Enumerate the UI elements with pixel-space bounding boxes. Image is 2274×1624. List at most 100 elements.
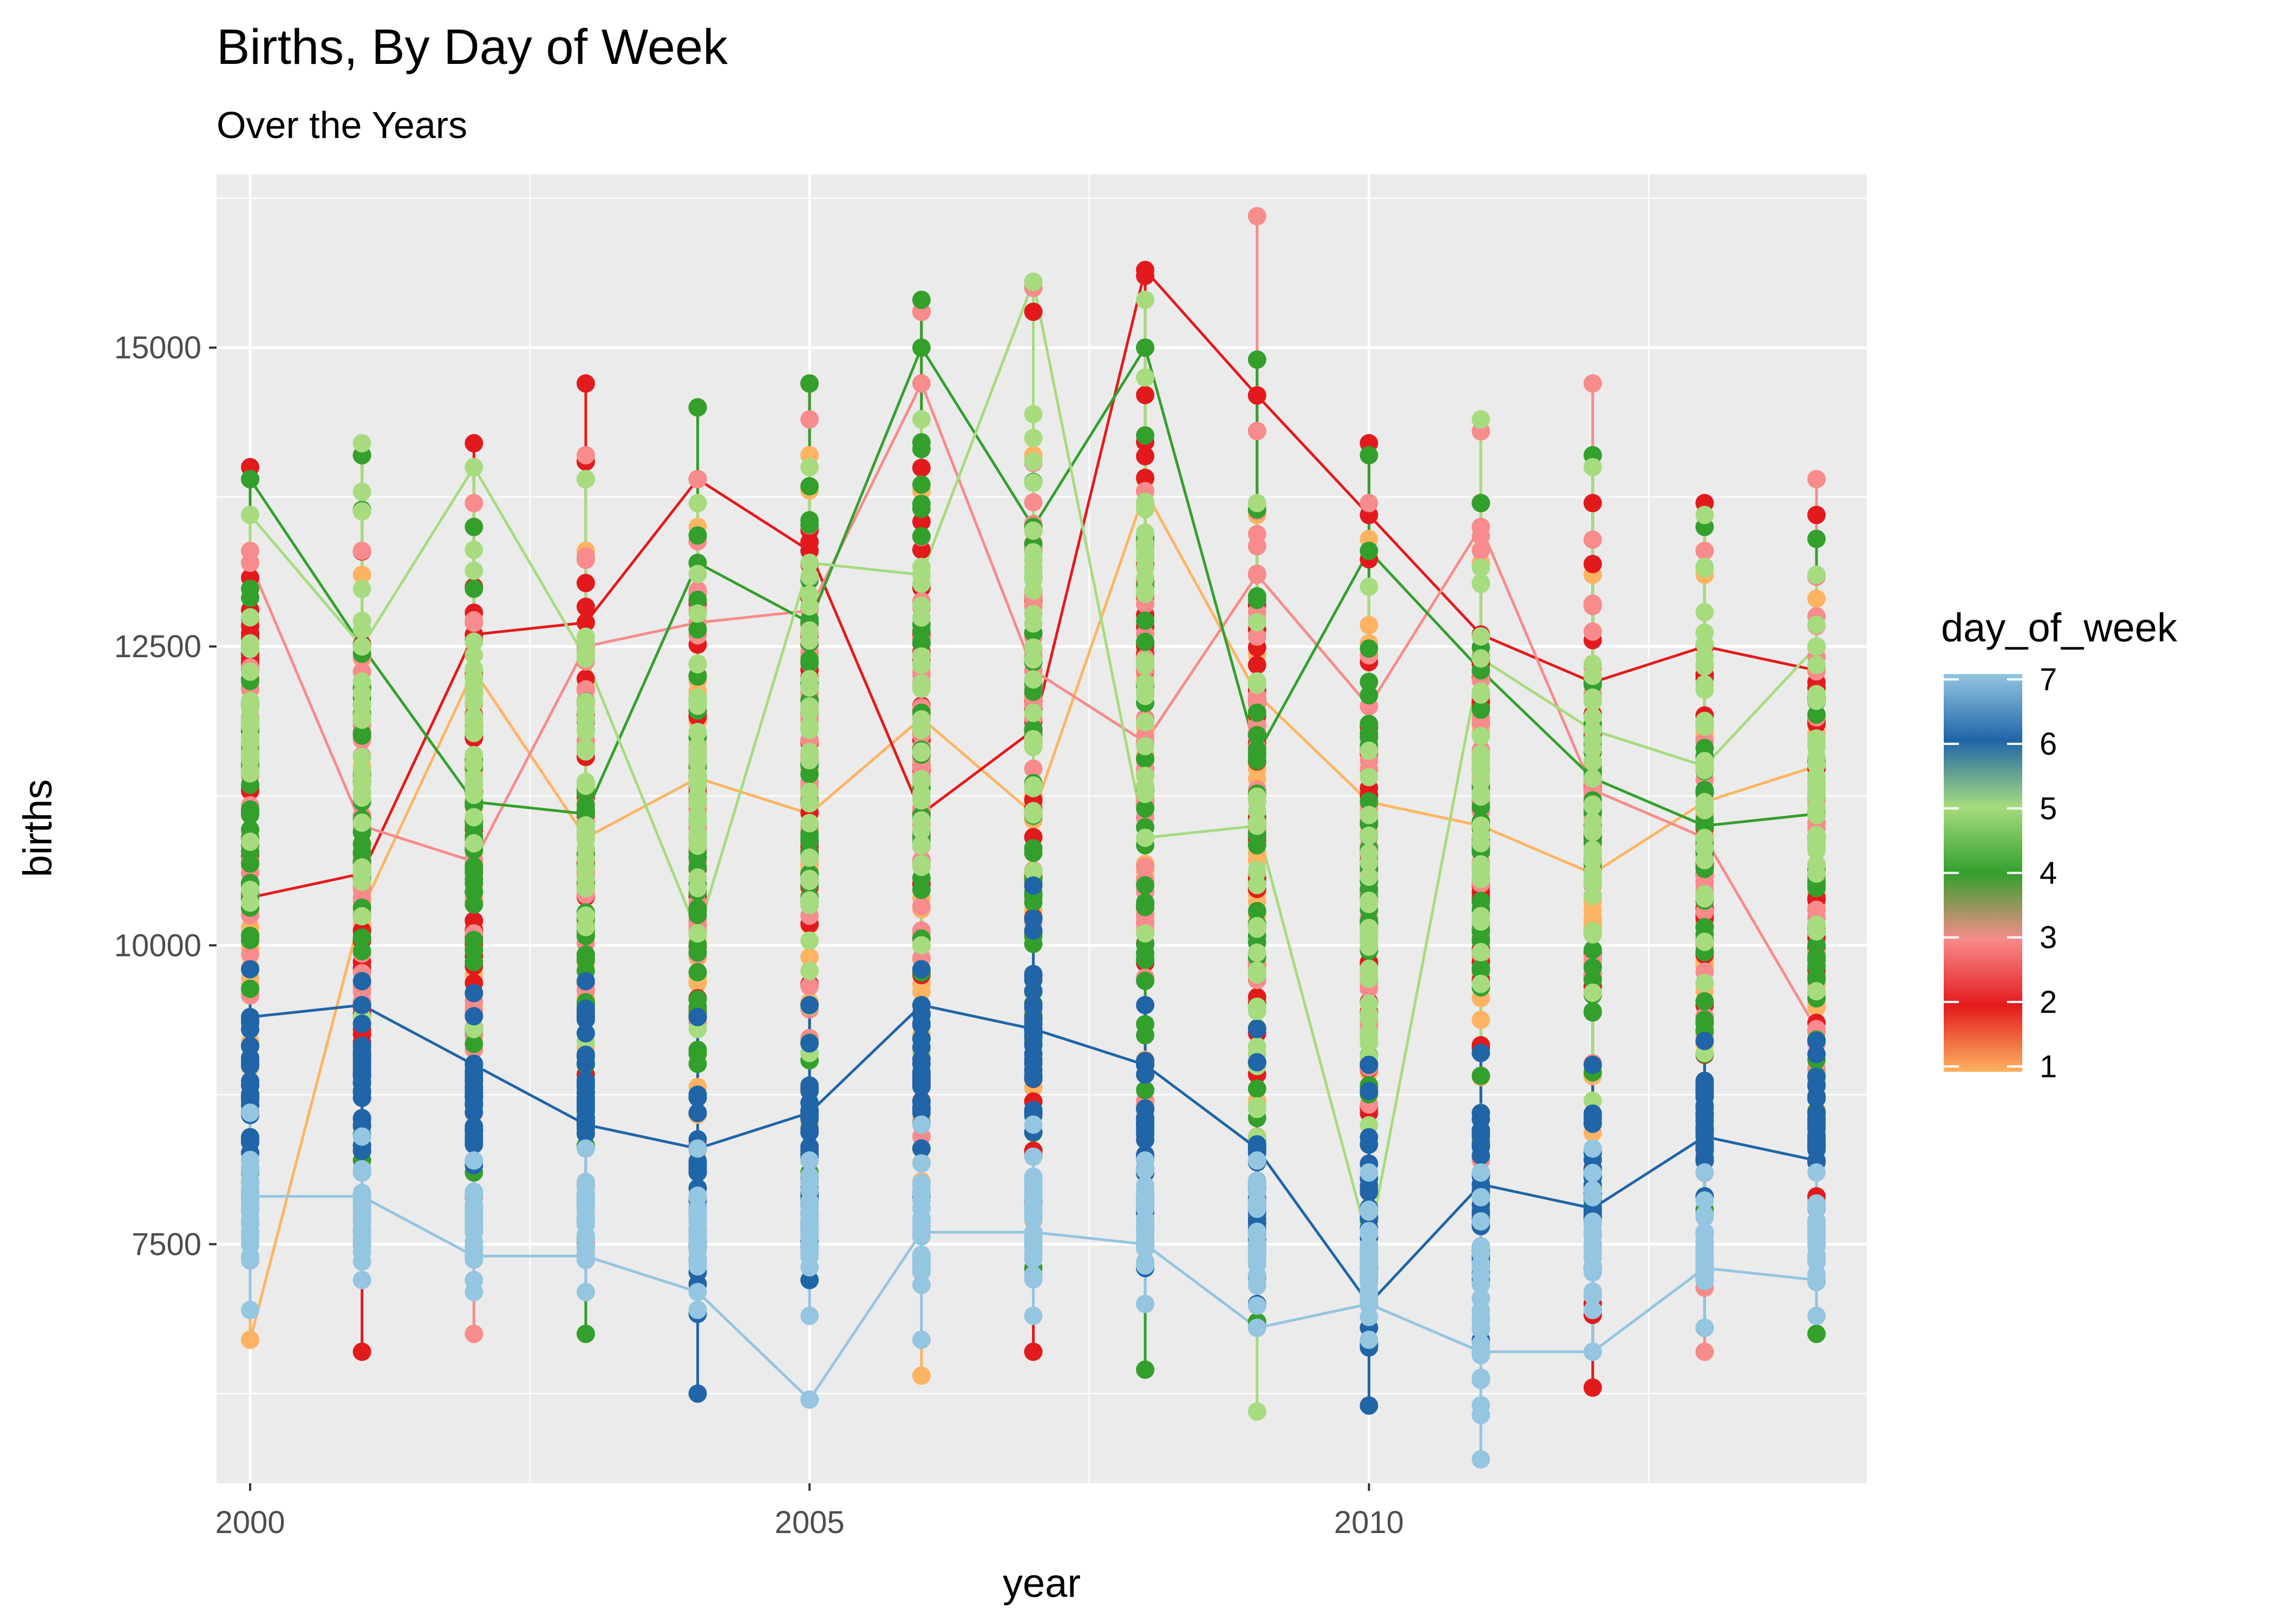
data-point [1024,1009,1043,1027]
data-point [1136,568,1155,587]
data-point [352,1210,371,1229]
data-point [688,1282,707,1301]
data-point [1695,541,1714,560]
data-point [912,936,931,955]
data-point [241,579,259,598]
data-point [1472,1244,1491,1262]
data-point [1024,452,1043,471]
data-point [576,772,595,791]
data-point [1472,1104,1491,1123]
data-point [352,1051,371,1069]
data-point [912,1115,931,1134]
data-point [800,977,819,996]
data-point [800,1390,819,1409]
legend-title: day_of_week [1941,605,2178,650]
data-point [241,634,259,653]
data-point [1807,968,1826,987]
data-point [1360,1396,1378,1415]
data-point [465,834,483,853]
data-point [1583,940,1602,959]
data-point [1695,1080,1714,1099]
data-point [912,527,931,546]
data-point [1247,876,1266,894]
data-point [1472,787,1491,806]
data-point [1695,1318,1714,1337]
data-point [1472,1450,1491,1469]
data-point [1136,260,1155,279]
data-point [1024,1226,1043,1245]
data-point [1807,705,1826,724]
data-point [688,398,707,417]
data-point [352,1127,371,1146]
data-point [688,1257,707,1276]
data-point [241,1331,259,1349]
data-point [1024,776,1043,795]
data-point [1807,949,1826,968]
data-point [241,717,259,736]
data-point [1807,935,1826,954]
data-point [1360,867,1378,886]
data-point [465,711,483,730]
data-point [1247,740,1266,758]
data-point [800,1167,819,1186]
data-point [1024,670,1043,689]
data-point [912,1366,931,1385]
legend-label: 4 [2040,856,2057,891]
data-point [688,565,707,584]
data-point [352,788,371,807]
data-point [1360,1056,1378,1075]
data-point [912,596,931,615]
data-point [912,499,931,518]
data-point [465,1007,483,1026]
data-point [1360,959,1378,978]
data-point [1695,1238,1714,1257]
data-point [1136,654,1155,673]
x-tick-label: 2005 [775,1505,845,1540]
data-point [800,743,819,762]
data-point [1807,1212,1826,1230]
data-point [1136,426,1155,445]
data-point [1247,587,1266,606]
legend-label: 1 [2040,1049,2057,1084]
data-point [352,580,371,598]
data-point [576,613,595,632]
data-point [465,1055,483,1073]
data-point [1360,1005,1378,1024]
data-point [1472,1334,1491,1353]
data-point [1360,1262,1378,1281]
data-point [1247,1296,1266,1315]
data-point [576,574,595,592]
data-point [1247,494,1266,513]
data-point [912,743,931,762]
data-point [912,1209,931,1228]
data-point [1472,1396,1491,1415]
data-point [1807,529,1826,548]
data-point [1807,1032,1826,1050]
data-point [1360,894,1378,913]
data-point [1695,506,1714,525]
data-point [576,1024,595,1043]
data-point [912,290,931,309]
data-point [800,1271,819,1289]
data-point [1024,302,1043,321]
data-points [241,207,1826,1469]
data-point [1695,1032,1714,1050]
data-point [688,1085,707,1104]
data-point [576,646,595,665]
data-point [688,655,707,674]
data-point [352,907,371,926]
data-point [912,459,931,477]
data-point [1807,1306,1826,1325]
data-point [800,931,819,950]
data-point [912,1275,931,1294]
legend: 1 2 3 4 5 6 7 [1944,662,2057,1084]
data-point [1807,1248,1826,1267]
data-point [912,1262,931,1281]
data-point [1695,647,1714,666]
data-point [1136,876,1155,895]
data-point [1583,796,1602,815]
data-point [576,1139,595,1158]
data-point [1247,422,1266,441]
data-point [241,470,259,489]
data-point [1136,924,1155,943]
